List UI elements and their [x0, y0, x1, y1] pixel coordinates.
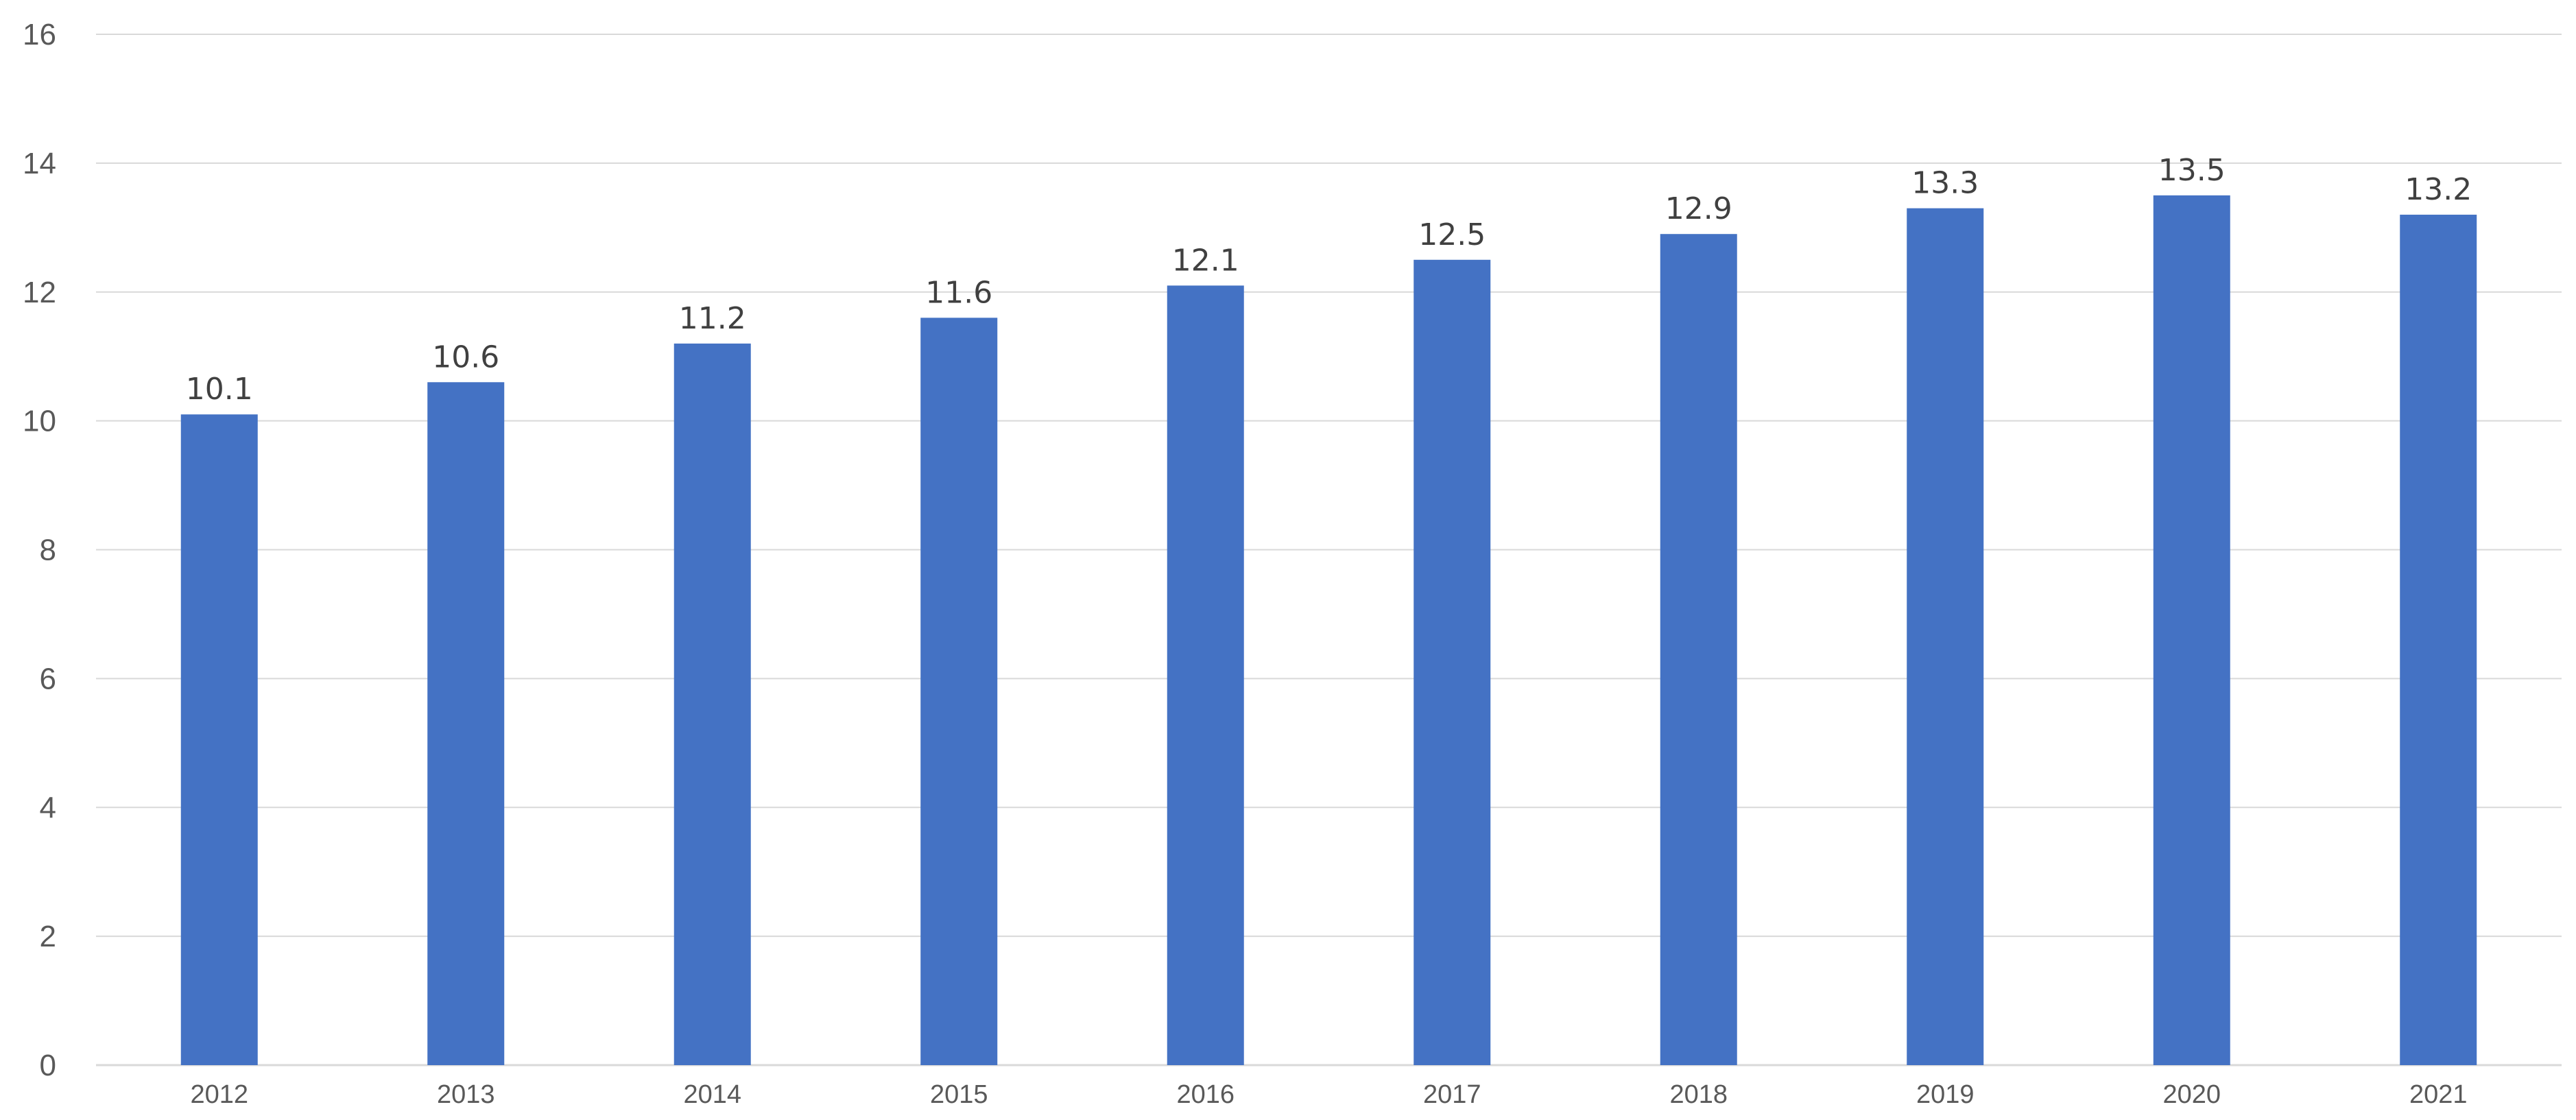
data-label: 12.1: [1172, 243, 1239, 278]
x-tick-label: 2017: [1423, 1080, 1481, 1109]
data-label: 13.3: [1911, 166, 1979, 201]
data-label: 12.9: [1665, 191, 1732, 226]
gridlines: [96, 34, 2562, 1067]
x-tick-label: 2012: [190, 1080, 248, 1109]
bar: [673, 343, 751, 1065]
bar: [1907, 208, 1984, 1066]
y-tick-label: 14: [23, 147, 56, 180]
data-label: 10.1: [186, 372, 253, 407]
bar: [920, 318, 998, 1066]
y-tick-label: 12: [23, 276, 56, 309]
y-tick-label: 4: [40, 791, 56, 824]
x-axis-tick-labels: 2012 2013 2014 2015 2016 2017 2018 2019 2020 2021: [190, 1080, 2467, 1109]
x-tick-label: 2013: [437, 1080, 495, 1109]
data-labels: 10.1 10.6 11.2 11.6 12.1 12.5 12.9 13.3 13.5 13.2: [186, 153, 2472, 407]
bar: [180, 414, 258, 1065]
bar: [2400, 215, 2477, 1065]
y-tick-label: 6: [40, 662, 56, 695]
y-tick-label: 10: [23, 405, 56, 438]
x-tick-label: 2018: [1669, 1080, 1728, 1109]
data-label: 12.5: [1418, 217, 1486, 252]
data-label: 13.5: [2158, 153, 2226, 188]
bars: [180, 195, 2477, 1066]
bar: [1660, 234, 1737, 1065]
x-tick-label: 2021: [2409, 1080, 2468, 1109]
x-tick-label: 2016: [1176, 1080, 1235, 1109]
data-label: 11.6: [925, 275, 992, 310]
bar: [1414, 259, 1491, 1065]
y-tick-label: 8: [40, 534, 56, 567]
bar: [2153, 195, 2230, 1065]
y-tick-label: 0: [40, 1049, 56, 1082]
bar: [427, 382, 505, 1065]
data-label: 10.6: [432, 339, 499, 374]
y-axis-tick-labels: 0 2 4 6 8 10 12 14 16: [23, 18, 56, 1082]
x-tick-label: 2019: [1916, 1080, 1975, 1109]
data-label: 13.2: [2405, 172, 2472, 207]
data-label: 11.2: [679, 301, 746, 336]
y-tick-label: 16: [23, 18, 56, 51]
x-tick-label: 2015: [930, 1080, 988, 1109]
x-tick-label: 2020: [2162, 1080, 2221, 1109]
bar: [1167, 285, 1244, 1066]
x-tick-label: 2014: [683, 1080, 741, 1109]
y-tick-label: 2: [40, 920, 56, 953]
